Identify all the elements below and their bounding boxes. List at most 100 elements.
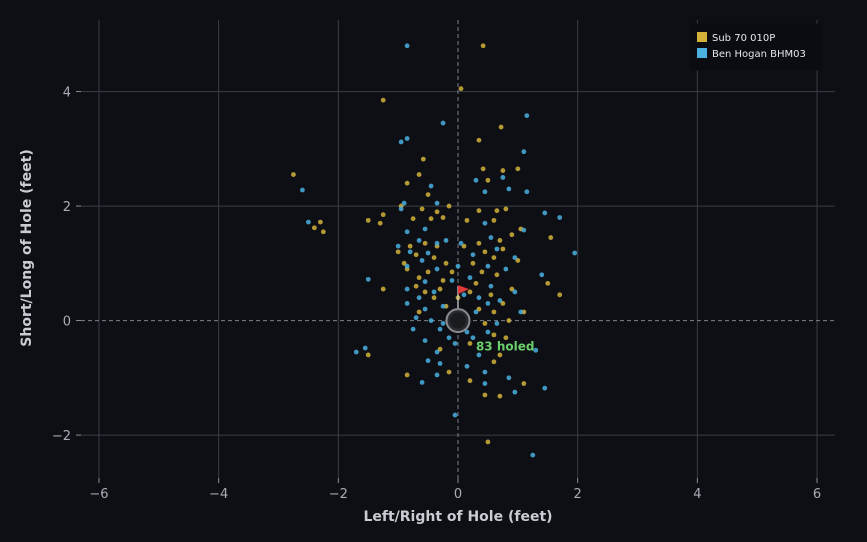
y-tick-label: 4 bbox=[63, 86, 71, 101]
sub70-point bbox=[482, 249, 488, 255]
sub70-point bbox=[482, 321, 488, 326]
benhogan-point bbox=[518, 309, 524, 315]
benhogan-point bbox=[300, 187, 305, 193]
sub70-point bbox=[431, 255, 437, 260]
benhogan-point bbox=[434, 240, 440, 246]
benhogan-point bbox=[557, 215, 563, 220]
sub70-point bbox=[422, 289, 428, 295]
sub70-point bbox=[503, 206, 509, 212]
benhogan-point bbox=[425, 250, 431, 256]
benhogan-point bbox=[449, 278, 455, 283]
benhogan-point bbox=[506, 186, 512, 192]
sub70-point bbox=[479, 269, 485, 275]
sub70-point bbox=[416, 275, 422, 281]
sub70-point bbox=[497, 352, 503, 358]
benhogan-point bbox=[470, 252, 476, 258]
benhogan-point bbox=[407, 249, 413, 255]
benhogan-point bbox=[506, 375, 512, 381]
sub70-point bbox=[416, 172, 422, 177]
benhogan-point bbox=[482, 189, 488, 195]
sub70-point bbox=[498, 124, 504, 130]
sub70-point bbox=[317, 219, 323, 225]
benhogan-point bbox=[404, 136, 410, 141]
sub70-point bbox=[491, 255, 497, 260]
benhogan-point bbox=[365, 276, 371, 282]
benhogan-point bbox=[503, 266, 509, 272]
benhogan-point bbox=[467, 275, 473, 281]
sub70-point bbox=[476, 208, 482, 214]
benhogan-point bbox=[398, 206, 404, 212]
x-tick-label: 0 bbox=[454, 487, 462, 502]
benhogan-point bbox=[476, 295, 482, 301]
sub70-point bbox=[473, 280, 479, 286]
benhogan-point bbox=[464, 329, 470, 335]
benhogan-point bbox=[440, 321, 446, 326]
sub70-point bbox=[503, 335, 509, 341]
benhogan-point bbox=[530, 452, 536, 458]
benhogan-point bbox=[431, 289, 437, 295]
sub70-point bbox=[425, 192, 431, 198]
benhogan-point bbox=[476, 352, 482, 358]
benhogan-point bbox=[452, 412, 458, 418]
sub70-point bbox=[365, 217, 371, 223]
flag bbox=[458, 285, 469, 295]
benhogan-point bbox=[410, 326, 416, 332]
benhogan-point bbox=[521, 227, 527, 233]
benhogan-point bbox=[362, 345, 368, 351]
sub70-point bbox=[420, 156, 426, 162]
benhogan-point bbox=[353, 349, 359, 355]
x-axis-label: Left/Right of Hole (feet) bbox=[363, 509, 552, 525]
sub70-point bbox=[485, 439, 491, 445]
benhogan-point bbox=[434, 372, 440, 378]
benhogan-point bbox=[524, 113, 530, 119]
sub70-point bbox=[494, 272, 500, 278]
benhogan-point bbox=[404, 300, 410, 306]
benhogan-point bbox=[419, 258, 425, 263]
sub70-point bbox=[480, 166, 486, 172]
sub70-point bbox=[434, 209, 440, 215]
benhogan-point bbox=[473, 177, 479, 183]
sub70-point bbox=[500, 300, 506, 306]
legend-swatch-sub70 bbox=[697, 32, 707, 42]
sub70-point bbox=[416, 309, 422, 315]
benhogan-point bbox=[425, 358, 431, 364]
benhogan-point bbox=[422, 338, 428, 343]
sub70-point bbox=[494, 208, 500, 214]
sub70-point bbox=[491, 332, 497, 338]
sub70-point bbox=[470, 260, 476, 266]
x-tick-label: −2 bbox=[329, 487, 348, 502]
sub70-point bbox=[404, 372, 410, 378]
benhogan-point bbox=[512, 255, 518, 260]
sub70-point bbox=[497, 393, 503, 399]
y-tick-label: 2 bbox=[63, 200, 71, 215]
benhogan-point bbox=[443, 238, 449, 243]
sub70-point bbox=[467, 289, 473, 295]
legend-label-benhogan: Ben Hogan BHM03 bbox=[712, 49, 806, 60]
y-axis-label: Short/Long of Hole (feet) bbox=[19, 149, 35, 346]
benhogan-point bbox=[542, 210, 548, 216]
sub70-point bbox=[320, 229, 326, 235]
benhogan-point bbox=[416, 238, 422, 243]
legend: Sub 70 010P Ben Hogan BHM03 bbox=[689, 23, 823, 71]
x-tick-label: 6 bbox=[813, 487, 821, 502]
sub70-point bbox=[407, 243, 413, 249]
sub70-point bbox=[380, 97, 386, 103]
sub70-point bbox=[419, 206, 425, 212]
benhogan-point bbox=[494, 321, 500, 326]
benhogan-point bbox=[428, 183, 434, 189]
sub70-point bbox=[548, 235, 554, 240]
sub70-point bbox=[464, 217, 470, 223]
benhogan-point bbox=[434, 200, 440, 206]
benhogan-point bbox=[440, 303, 446, 309]
benhogan-point bbox=[419, 379, 425, 385]
sub70-point bbox=[380, 286, 386, 292]
legend-swatch-benhogan bbox=[697, 48, 707, 58]
sub70-point bbox=[425, 269, 431, 275]
sub70-point bbox=[410, 216, 416, 222]
benhogan-point bbox=[440, 120, 446, 126]
benhogan-point bbox=[437, 326, 443, 332]
sub70-point bbox=[440, 278, 446, 283]
benhogan-point bbox=[497, 298, 503, 303]
sub70-point bbox=[467, 341, 473, 346]
